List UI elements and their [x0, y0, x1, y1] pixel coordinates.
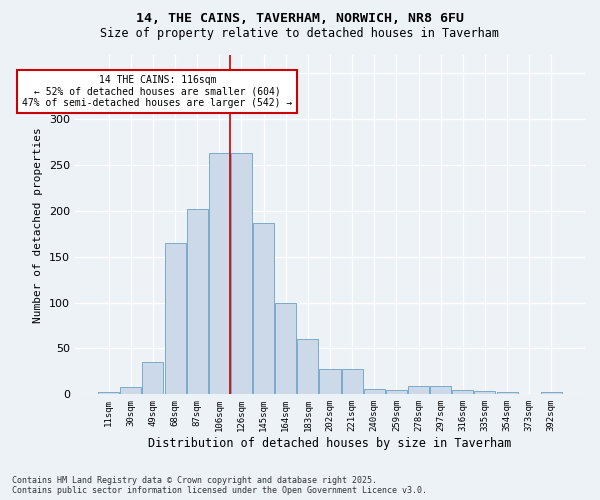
- Bar: [253, 223, 274, 394]
- Bar: [121, 387, 142, 394]
- Bar: [430, 386, 451, 394]
- Text: Contains HM Land Registry data © Crown copyright and database right 2025.
Contai: Contains HM Land Registry data © Crown c…: [12, 476, 427, 495]
- Bar: [497, 392, 518, 394]
- Bar: [452, 390, 473, 394]
- Bar: [187, 209, 208, 394]
- Bar: [341, 368, 362, 394]
- Bar: [364, 389, 385, 394]
- Bar: [209, 153, 230, 394]
- Bar: [142, 362, 163, 394]
- X-axis label: Distribution of detached houses by size in Taverham: Distribution of detached houses by size …: [148, 437, 512, 450]
- Bar: [164, 243, 185, 394]
- Bar: [231, 153, 252, 394]
- Bar: [275, 302, 296, 394]
- Y-axis label: Number of detached properties: Number of detached properties: [34, 127, 43, 322]
- Bar: [98, 392, 119, 394]
- Bar: [319, 368, 341, 394]
- Bar: [408, 386, 429, 394]
- Text: 14 THE CAINS: 116sqm
← 52% of detached houses are smaller (604)
47% of semi-deta: 14 THE CAINS: 116sqm ← 52% of detached h…: [22, 75, 293, 108]
- Bar: [475, 390, 496, 394]
- Bar: [541, 392, 562, 394]
- Text: Size of property relative to detached houses in Taverham: Size of property relative to detached ho…: [101, 28, 499, 40]
- Bar: [386, 390, 407, 394]
- Bar: [298, 340, 319, 394]
- Text: 14, THE CAINS, TAVERHAM, NORWICH, NR8 6FU: 14, THE CAINS, TAVERHAM, NORWICH, NR8 6F…: [136, 12, 464, 26]
